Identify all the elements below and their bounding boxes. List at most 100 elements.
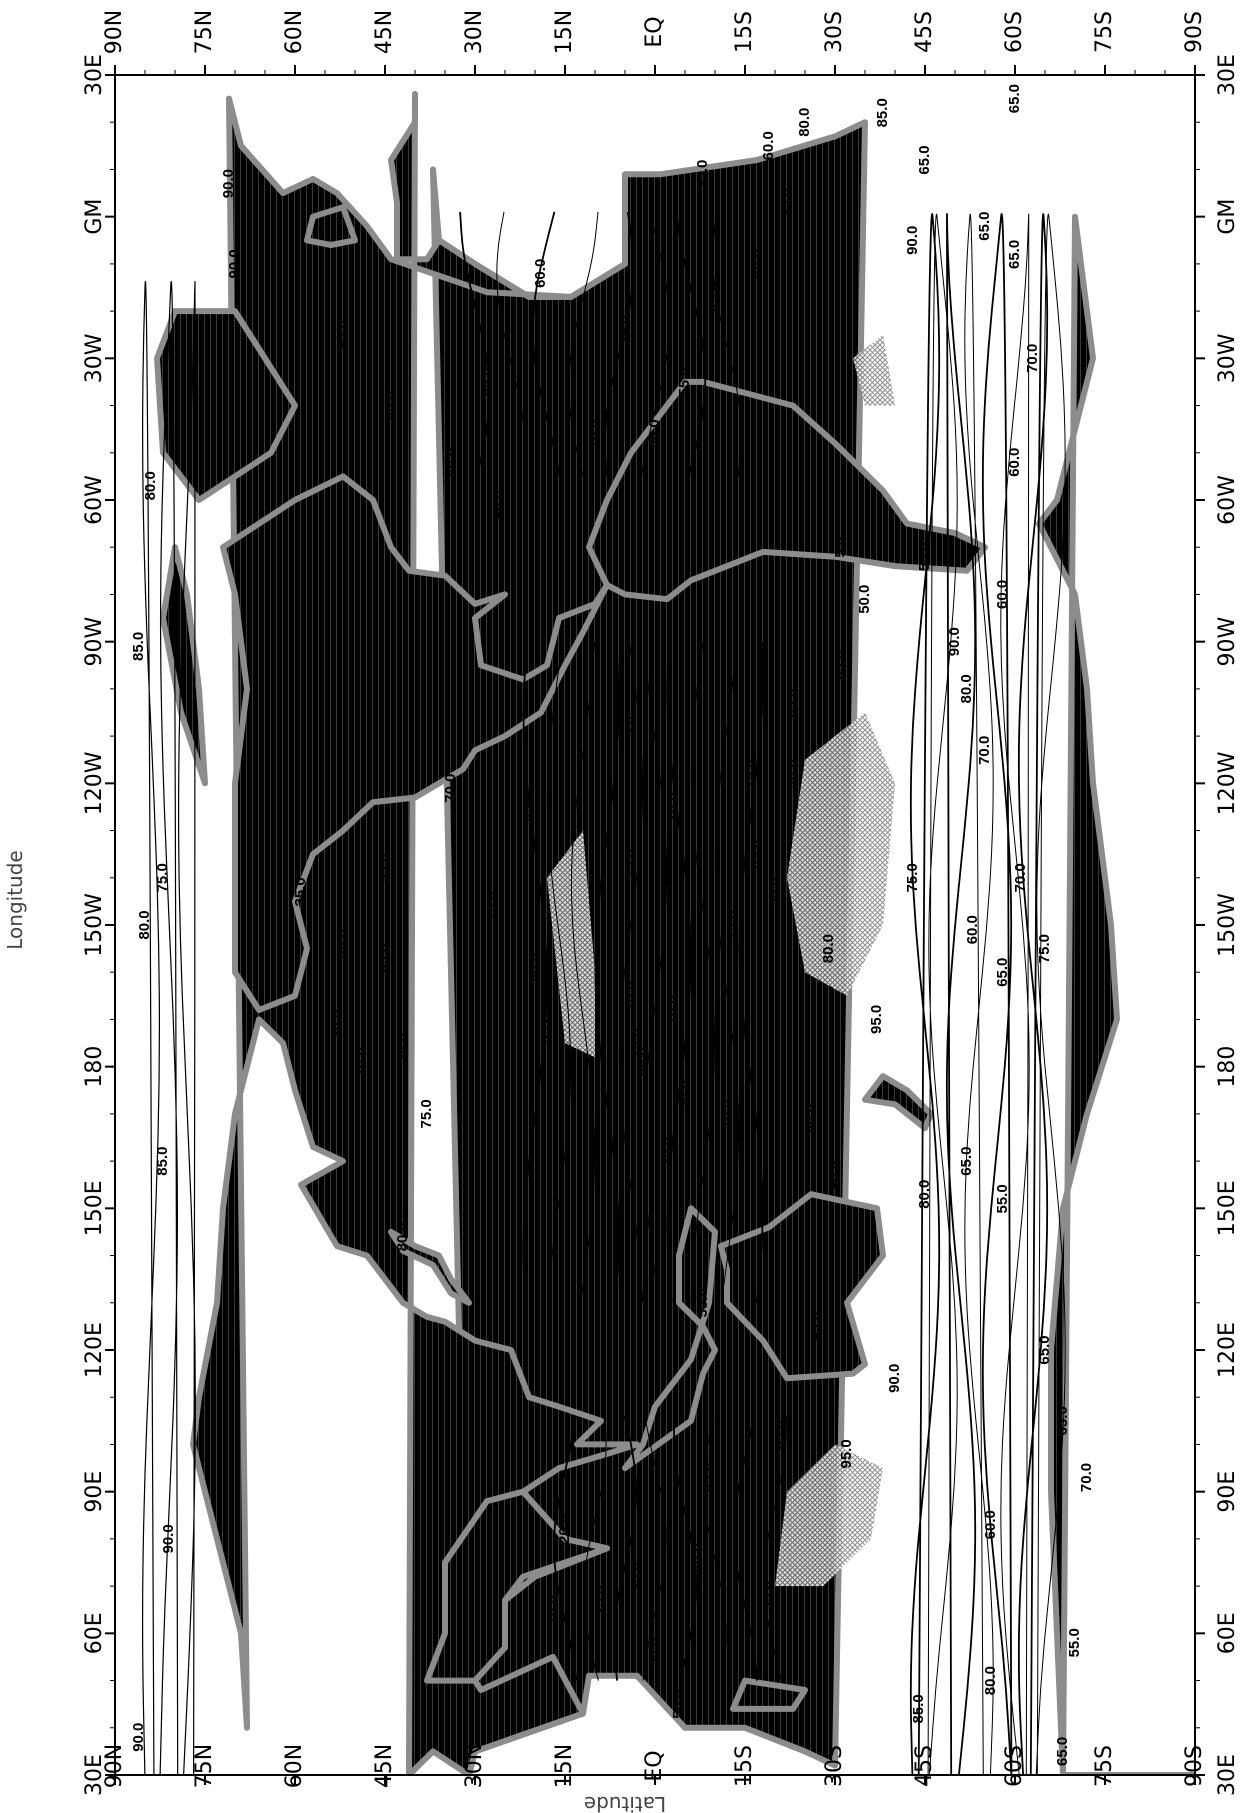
contour-label: 80.0	[394, 1222, 411, 1251]
contour-pacific-8	[714, 641, 740, 1303]
lat-tick-label-top: 15S	[732, 11, 757, 53]
contour-indian-2	[613, 1415, 637, 1681]
lon-tick-label-left: 120W	[82, 751, 107, 815]
contour-label: 90.0	[946, 627, 963, 656]
contour-label: 90.0	[826, 1161, 843, 1190]
contour-label: 35.0	[778, 188, 795, 217]
contour-label: 95.0	[838, 1439, 855, 1468]
contour-label: 95.0	[808, 1312, 825, 1341]
contour-southern-5	[1000, 213, 1030, 1775]
contour-label: 5.0	[832, 537, 849, 558]
lon-tick-label-left: 30E	[82, 1754, 107, 1796]
contour-label: 90.0	[904, 226, 921, 255]
tick-layer: 30E 30E 60E 60E 90E 90E 120E 120E 150E 150E 180 180…	[82, 10, 1240, 1796]
contour-label: 40.0	[784, 759, 801, 788]
lon-tick-label-left: 150E	[82, 1180, 107, 1236]
contour-label: 60.0	[982, 1510, 999, 1539]
contour-label: 85.0	[772, 1420, 789, 1449]
contour-label: 80.0	[796, 108, 813, 137]
lat-tick-label-top: EQ	[642, 16, 667, 47]
contour-label: 85.0	[700, 1463, 717, 1492]
lon-tick-label-right: 120E	[1215, 1322, 1240, 1378]
contour-pacific-9	[738, 641, 764, 1303]
lon-tick-label-right: 150E	[1215, 1180, 1240, 1236]
contour-label: 80.0	[916, 1180, 933, 1209]
lat-tick-label-bottom: 15N	[552, 1744, 577, 1788]
hatch-layer	[547, 334, 895, 1587]
contour-label: 50.0	[676, 1080, 693, 1109]
contour-label: 80.0	[442, 448, 459, 477]
contour-indian-6	[733, 1415, 758, 1681]
lat-tick-label-bottom: 15S	[732, 1745, 757, 1787]
contour-pacific-1	[546, 641, 572, 1303]
lon-tick-label-right: 30W	[1215, 333, 1240, 383]
contour-label: 55.0	[1066, 1628, 1083, 1657]
lat-tick-label-top: 60N	[282, 10, 307, 54]
contour-indian-5	[703, 1415, 727, 1681]
lat-tick-label-top: 30N	[462, 10, 487, 54]
contour-label: 85.0	[874, 98, 891, 127]
contour-label: 70.0	[1078, 1463, 1095, 1492]
contour-label: 80.0	[634, 1047, 651, 1076]
contour-indian-7	[763, 1416, 787, 1681]
contour-label: 90.0	[130, 1723, 147, 1752]
land-layer	[154, 90, 1195, 1775]
contour-arctic-1	[159, 281, 179, 1775]
lon-tick-label-right: 180	[1215, 1046, 1240, 1088]
contour-label: 40.0	[688, 1543, 705, 1572]
contour-label: 90.0	[886, 1364, 903, 1393]
lon-tick-label-left: 90W	[82, 617, 107, 667]
contour-label: 70.0	[976, 736, 993, 765]
contour-label: 30.0	[328, 1010, 345, 1039]
contour-atlantic-0	[459, 211, 491, 477]
lat-tick-label-bottom: 30N	[462, 1744, 487, 1788]
lon-tick-label-left: 30E	[82, 54, 107, 96]
lat-tick-label-top: 60S	[1002, 11, 1027, 53]
contour-arctic-0	[141, 281, 161, 1775]
contour-label: 55.0	[376, 854, 393, 883]
contour-label: 65.0	[976, 211, 993, 240]
lon-tick-label-left: 180	[82, 1046, 107, 1088]
contour-label: 20.0	[556, 1515, 573, 1544]
land-new-zealand	[862, 1073, 934, 1132]
contour-label: 65.0	[1006, 240, 1023, 269]
contour-label: 65.0	[916, 145, 933, 174]
contour-southern-1	[927, 213, 958, 1775]
lat-tick-label-bottom: 30S	[822, 1745, 847, 1787]
land-japan	[388, 1228, 472, 1306]
lon-tick-label-left: 60W	[82, 475, 107, 525]
contour-label: 10.0	[664, 995, 681, 1024]
lon-tick-label-right: 30E	[1215, 54, 1240, 96]
contour-label: 65.0	[1036, 1335, 1053, 1364]
contour-label: 50.0	[646, 419, 663, 448]
lon-tick-label-left: 30W	[82, 333, 107, 383]
contour-label: 45.0	[520, 792, 537, 821]
contour-pacific-3	[594, 641, 620, 1303]
contour-label: 80.0	[820, 934, 837, 963]
contour-southern-7	[1035, 213, 1066, 1775]
lat-tick-label-top: 75N	[192, 10, 217, 54]
contour-label: 40.0	[748, 249, 765, 278]
contour-label: 60.0	[532, 259, 549, 288]
contour-label: 80.0	[526, 953, 543, 982]
lon-tick-label-right: 90W	[1215, 617, 1240, 667]
contour-label: 75.0	[418, 1099, 435, 1128]
contour-label: 70.0	[1024, 344, 1041, 373]
contour-label: 65.0	[994, 958, 1011, 987]
lat-tick-label-bottom: 90S	[1182, 1745, 1207, 1787]
contour-label: 90.0	[160, 1524, 177, 1553]
contour-label: 75.0	[628, 1028, 645, 1057]
contour-label: 65.0	[1006, 84, 1023, 113]
contour-label: 50.0	[766, 877, 783, 906]
contour-label: 70.0	[586, 419, 603, 448]
lat-tick-label-bottom: EQ	[642, 1750, 667, 1781]
contour-label: 15.0	[622, 849, 639, 878]
contour-label: 60.0	[1006, 448, 1023, 477]
contour-label: 70.0	[442, 773, 459, 802]
contour-label: 55.0	[760, 1581, 777, 1610]
lon-tick-label-right: 30E	[1215, 1754, 1240, 1796]
contour-label: 70.0	[1012, 863, 1029, 892]
hatch-indian	[775, 1444, 883, 1587]
contour-label: 35.0	[292, 877, 309, 906]
contour-label: 90.0	[220, 169, 237, 198]
